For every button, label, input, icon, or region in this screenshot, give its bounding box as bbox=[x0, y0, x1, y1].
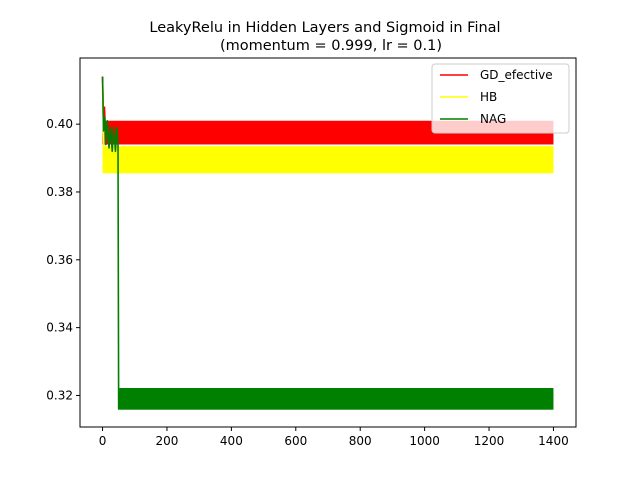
legend-label-hb: HB bbox=[480, 90, 497, 104]
x-tick-label: 1000 bbox=[409, 434, 440, 448]
y-tick-label: 0.40 bbox=[46, 117, 73, 131]
x-tick-label: 200 bbox=[156, 434, 179, 448]
series-band-hb bbox=[102, 146, 554, 174]
x-tick-label: 0 bbox=[99, 434, 107, 448]
y-tick-label: 0.32 bbox=[46, 388, 73, 402]
legend-label-nag: NAG bbox=[480, 112, 506, 126]
y-tick-label: 0.38 bbox=[46, 185, 73, 199]
x-tick-label: 800 bbox=[349, 434, 372, 448]
chart-title: LeakyRelu in Hidden Layers and Sigmoid i… bbox=[149, 20, 500, 36]
legend-box bbox=[431, 63, 570, 134]
y-axis: 0.32 0.34 0.36 0.38 0.40 bbox=[46, 117, 80, 402]
x-tick-label: 600 bbox=[284, 434, 307, 448]
series-line-nag bbox=[101, 76, 122, 410]
legend-label-gd-efective: GD_efective bbox=[480, 68, 553, 82]
legend: GD_efective HB NAG bbox=[431, 63, 570, 134]
y-tick-label: 0.34 bbox=[46, 321, 73, 335]
chart-subtitle: (momentum = 0.999, lr = 0.1) bbox=[220, 38, 442, 54]
x-axis: 0 200 400 600 800 1000 1200 1400 bbox=[99, 427, 569, 448]
x-tick-label: 1400 bbox=[538, 434, 569, 448]
x-tick-label: 1200 bbox=[474, 434, 505, 448]
y-tick-label: 0.36 bbox=[46, 253, 73, 267]
series-band-nag bbox=[119, 387, 554, 410]
axes-frame bbox=[79, 57, 577, 428]
x-tick-label: 400 bbox=[220, 434, 243, 448]
